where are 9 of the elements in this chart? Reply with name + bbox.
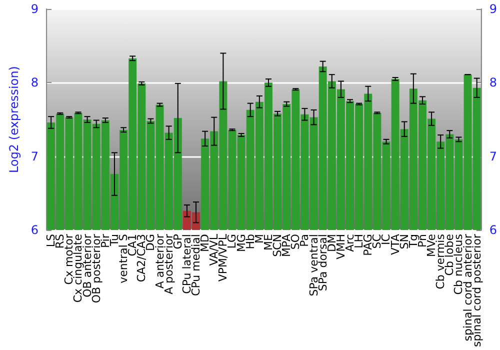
y-tick-label: 9 — [30, 2, 39, 16]
y2-tick-label: 7 — [489, 149, 498, 164]
y2-tick-label: 6 — [489, 223, 498, 238]
y-tick-label: 8 — [30, 76, 39, 90]
y-tick-label: 7 — [30, 149, 39, 164]
y-axis-title: Log2 (expression) — [7, 66, 21, 174]
y2-tick-label: 8 — [489, 76, 498, 90]
y-tick-label: 6 — [30, 223, 39, 238]
y2-tick-label: 9 — [489, 2, 498, 16]
